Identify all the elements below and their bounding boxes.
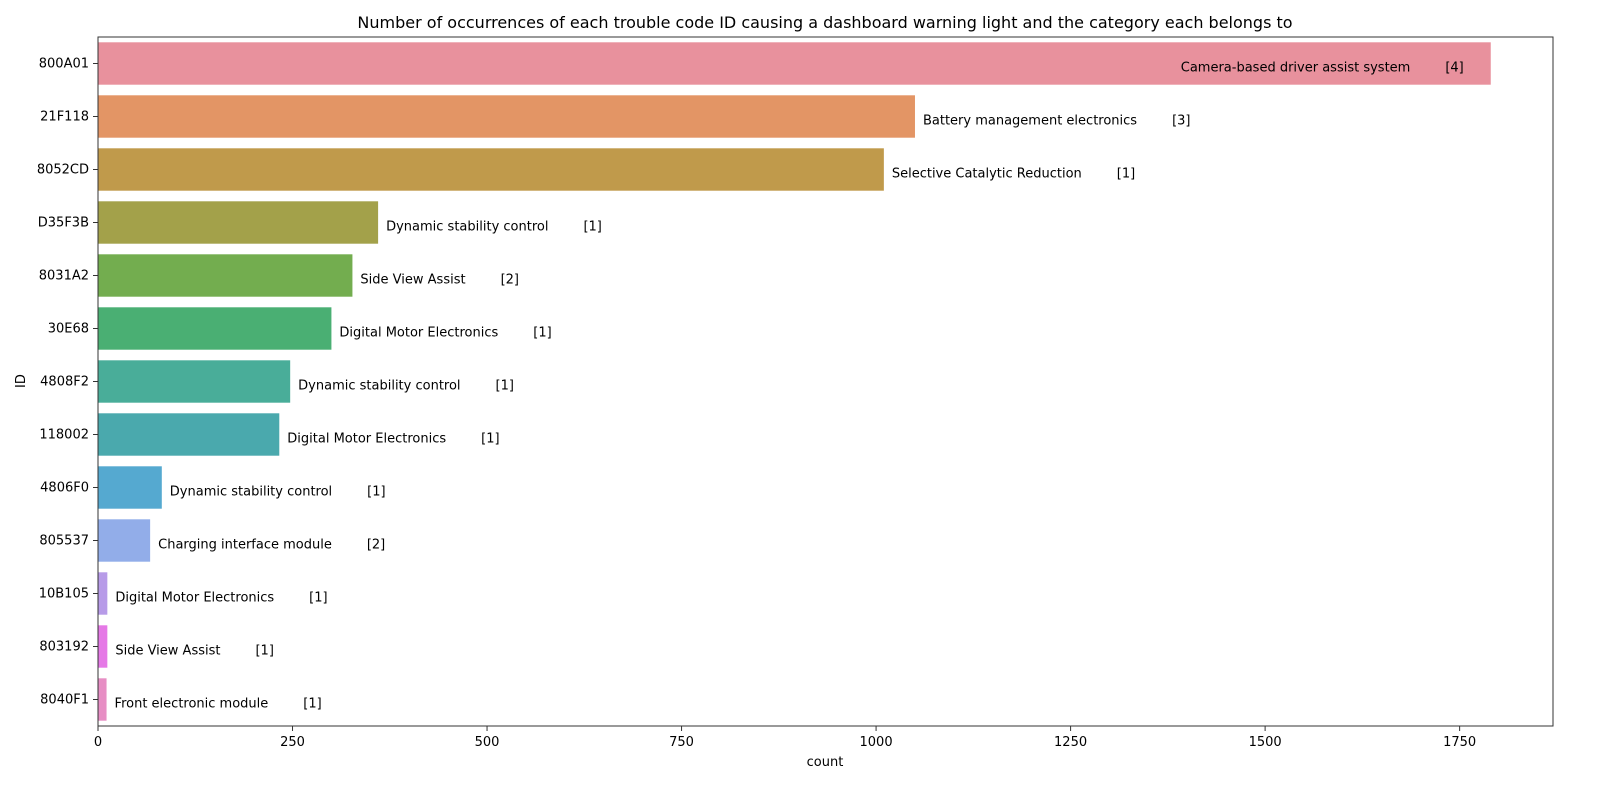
y-tick-label: 21F118 — [40, 110, 89, 125]
bar-10B105 — [98, 572, 107, 614]
bar-8040F1 — [98, 678, 107, 720]
y-tick-label: 4808F2 — [40, 375, 89, 390]
bar-8031A2 — [98, 254, 352, 296]
y-tick-label: 30E68 — [48, 322, 89, 337]
bar-8052CD — [98, 148, 884, 190]
bar-label: Dynamic stability control — [298, 379, 460, 394]
x-tick-label: 750 — [669, 735, 694, 750]
bar-count-label: [2] — [367, 538, 385, 553]
bar-count-label: [1] — [1117, 167, 1135, 182]
bar-805537 — [98, 519, 150, 561]
x-axis-label: count — [807, 755, 844, 770]
bar-count-label: [2] — [501, 273, 519, 288]
bar-label: Front electronic module — [115, 697, 269, 712]
bar-count-label: [3] — [1172, 114, 1190, 129]
bar-count-label: [1] — [255, 644, 273, 659]
y-tick-label: 803192 — [39, 640, 89, 655]
bar-118002 — [98, 413, 279, 455]
x-tick-label: 1250 — [1054, 735, 1087, 750]
bar-label: Camera-based driver assist system — [1181, 61, 1411, 76]
y-tick-labels: 800A01 21F118 8052CD D35F3B 8031A2 30E68 4808F… — [37, 57, 98, 708]
bar-count-label: [1] — [367, 485, 385, 500]
x-tick-label: 1750 — [1443, 735, 1476, 750]
x-tick-label: 1500 — [1249, 735, 1282, 750]
y-tick-label: 8031A2 — [39, 269, 89, 284]
y-tick-label: D35F3B — [38, 216, 89, 231]
bar-label: Selective Catalytic Reduction — [892, 167, 1082, 182]
y-tick-label: 4806F0 — [40, 481, 89, 496]
y-tick-label: 800A01 — [39, 57, 89, 72]
bar-count-label: [1] — [481, 432, 499, 447]
bar-4808F2 — [98, 360, 290, 402]
y-tick-label: 8040F1 — [40, 693, 89, 708]
bar-label: Side View Assist — [360, 273, 465, 288]
x-tick-label: 0 — [94, 735, 102, 750]
bar-count-label: [1] — [583, 220, 601, 235]
y-tick-label: 118002 — [39, 428, 89, 443]
y-tick-label: 8052CD — [37, 163, 89, 178]
x-tick-label: 1000 — [860, 735, 893, 750]
x-axis-ticks: 0 250 500 750 1000 1250 1500 1750 — [94, 726, 1476, 750]
bar-count-label: [1] — [533, 326, 551, 341]
bar-label: Dynamic stability control — [386, 220, 548, 235]
bar-count-label: [4] — [1445, 61, 1463, 76]
bar-label: Digital Motor Electronics — [115, 591, 274, 606]
bar-D35F3B — [98, 201, 378, 243]
bar-21F118 — [98, 95, 915, 137]
y-tick-label: 10B105 — [39, 587, 89, 602]
bar-label: Digital Motor Electronics — [339, 326, 498, 341]
y-axis-label: ID — [14, 374, 29, 388]
bar-count-label: [1] — [309, 591, 327, 606]
bar-label: Digital Motor Electronics — [287, 432, 446, 447]
chart-title: Number of occurrences of each trouble co… — [357, 13, 1292, 32]
x-tick-label: 250 — [280, 735, 305, 750]
bar-label: Battery management electronics — [923, 114, 1137, 129]
bar-4806F0 — [98, 466, 162, 508]
x-tick-label: 500 — [475, 735, 500, 750]
bars-group: Camera-based driver assist system [4] Batt… — [98, 42, 1491, 720]
bar-count-label: [1] — [303, 697, 321, 712]
bar-30E68 — [98, 307, 331, 349]
bar-803192 — [98, 625, 107, 667]
bar-label: Dynamic stability control — [170, 485, 332, 500]
y-tick-label: 805537 — [39, 534, 89, 549]
bar-label: Charging interface module — [158, 538, 332, 553]
bar-count-label: [1] — [496, 379, 514, 394]
bar-label: Side View Assist — [115, 644, 220, 659]
